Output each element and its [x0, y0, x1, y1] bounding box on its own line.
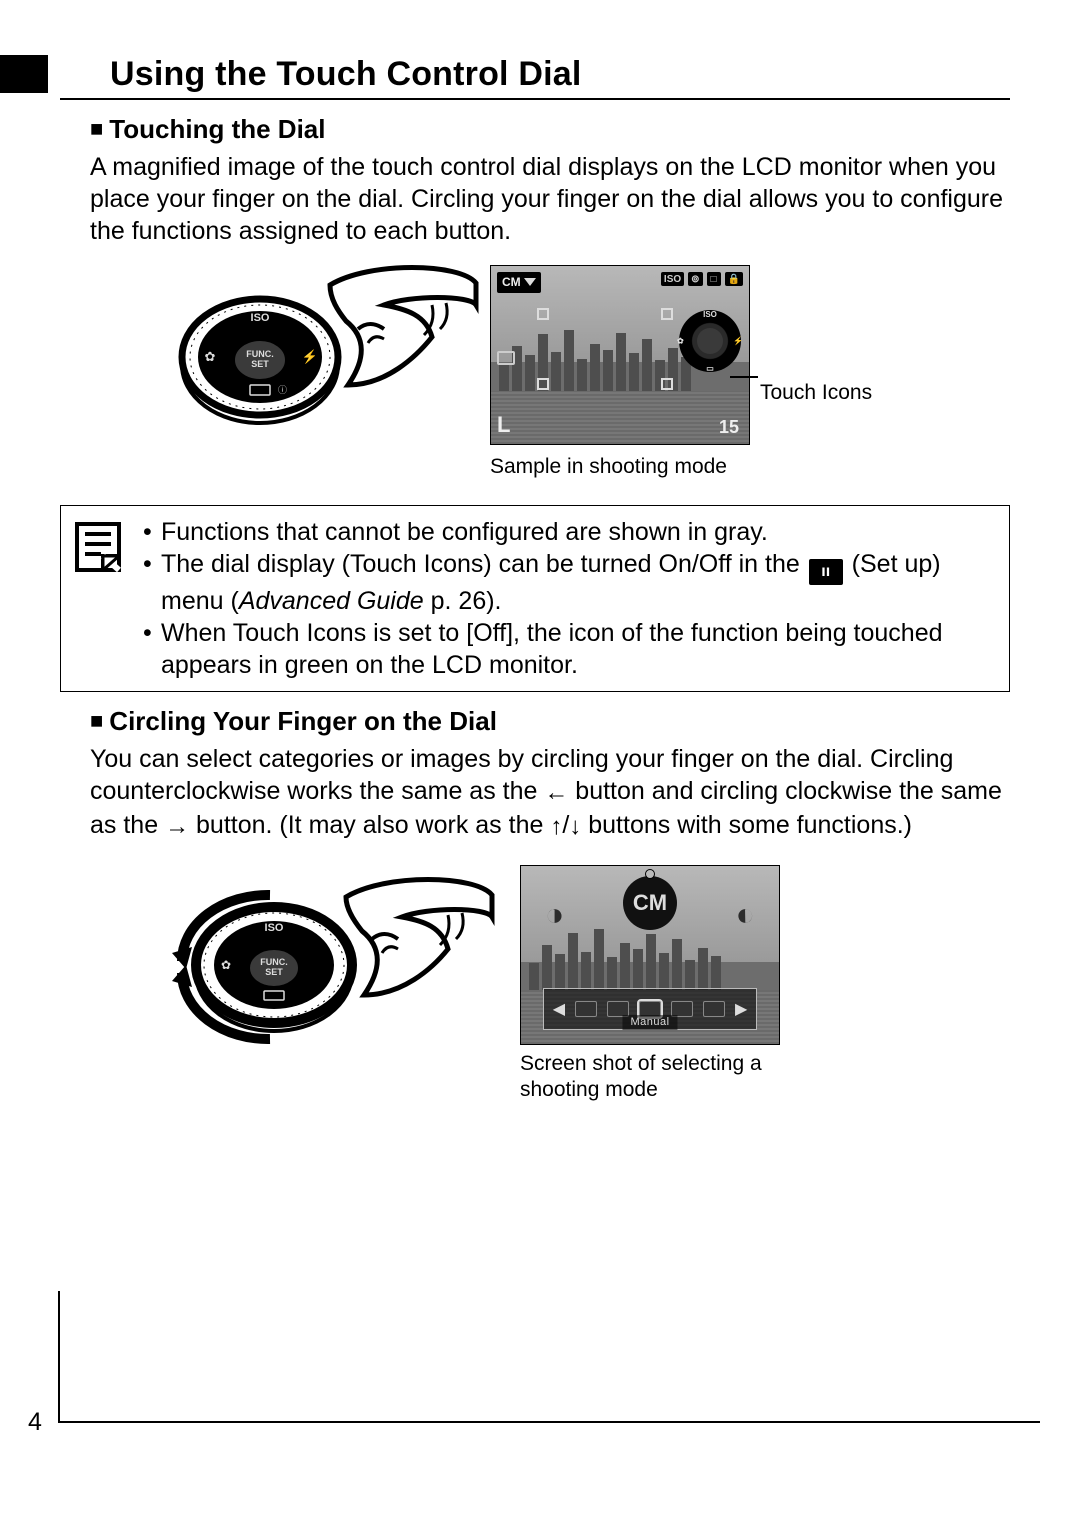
section-heading-text: Circling Your Finger on the Dial — [109, 706, 497, 736]
info-bullet-1: Functions that cannot be configured are … — [161, 516, 995, 548]
lcd-touch-dial-overlay: ISO ✿ ⚡ ▭ — [679, 310, 741, 372]
dropdown-triangle-icon — [524, 278, 536, 286]
status-lock-icon: 🔒 — [725, 272, 743, 286]
status-single-icon: □ — [707, 272, 721, 286]
faded-mode-left: ◑ — [545, 896, 564, 933]
lcd-status-bar: ISO ⊚ □ 🔒 — [661, 272, 743, 286]
arrow-right-icon: → — [165, 812, 189, 843]
strip-left-arrow-icon: ◀ — [553, 999, 565, 1019]
info-bullet-3: When Touch Icons is set to [Off], the ic… — [161, 617, 995, 681]
lcd-mode-text: CM — [502, 275, 521, 289]
arrow-left-icon: ← — [544, 778, 568, 809]
info-bullet-2: The dial display (Touch Icons) can be tu… — [161, 548, 995, 617]
status-meter-icon: ⊚ — [688, 272, 702, 286]
circling-body: You can select categories or images by c… — [90, 743, 1010, 842]
page-number: 4 — [28, 1408, 42, 1437]
mode-thumb-icon — [575, 1001, 597, 1017]
lcd-big-mode-badge: CM — [623, 876, 677, 930]
lcd-shots-label: 15 — [719, 417, 739, 438]
lcd-sample-circling: ◑ ◐ CM ◀ ▶ Manual — [520, 865, 780, 1045]
svg-text:✿: ✿ — [221, 958, 231, 972]
mode-thumb-icon — [703, 1001, 725, 1017]
svg-text:⚡: ⚡ — [302, 349, 318, 365]
faded-mode-right: ◐ — [736, 896, 755, 933]
lcd-city-silhouette — [521, 926, 779, 990]
dial-set-label: SET — [265, 967, 283, 977]
screenshot-caption: Screen shot of selecting a shooting mode — [520, 1051, 790, 1104]
dial-circling-illustration: FUNC. SET ISO ✿ — [166, 865, 496, 1050]
leader-line — [730, 376, 758, 378]
dial-func-label: FUNC. — [246, 349, 274, 359]
dial-iso-label: ISO — [251, 312, 270, 324]
section-heading-touching: ■Touching the Dial — [90, 114, 1010, 145]
arrow-down-icon: ↓ — [569, 812, 581, 843]
touch-icons-callout: Touch Icons — [760, 381, 872, 405]
lcd-sample-touching: CM ISO ⊚ □ 🔒 ISO ✿ ⚡ ▭ L 15 — [490, 265, 750, 445]
lcd-aspect-icon — [497, 351, 515, 365]
setup-menu-icon: ıı — [809, 559, 843, 585]
lcd-mode-badge: CM — [497, 272, 541, 293]
touching-body: A magnified image of the touch control d… — [90, 151, 1010, 247]
figure-row-touching: FUNC. SET ISO ✿ ⚡ ⓘ — [60, 265, 1010, 505]
dial-set-label: SET — [251, 359, 269, 369]
touch-dial-right: ⚡ — [733, 337, 743, 346]
info-box: •Functions that cannot be configured are… — [60, 505, 1010, 692]
footer-tick — [58, 1291, 60, 1423]
touch-dial-top: ISO — [703, 310, 717, 319]
svg-text:ⓘ: ⓘ — [278, 385, 287, 395]
note-icon — [75, 522, 121, 572]
square-bullet-icon: ■ — [90, 708, 103, 733]
info-bullets: •Functions that cannot be configured are… — [143, 516, 995, 681]
dial-iso-label: ISO — [265, 922, 284, 934]
manual-page: Using the Touch Control Dial ■Touching t… — [0, 0, 1080, 1521]
status-iso-icon: ISO — [661, 272, 684, 286]
square-bullet-icon: ■ — [90, 116, 103, 141]
strip-right-arrow-icon: ▶ — [735, 999, 747, 1019]
page-title: Using the Touch Control Dial — [110, 55, 1010, 94]
touch-dial-left: ✿ — [677, 337, 684, 346]
touch-dial-bottom: ▭ — [706, 364, 714, 373]
sample-caption: Sample in shooting mode — [490, 455, 727, 479]
footer-rule — [60, 1421, 1040, 1423]
title-rule — [60, 98, 1010, 100]
arrow-up-icon: ↑ — [550, 812, 562, 843]
lcd-size-label: L — [497, 412, 510, 438]
mode-indicator-dot — [645, 869, 655, 879]
dial-func-label: FUNC. — [260, 957, 288, 967]
section-heading-circling: ■Circling Your Finger on the Dial — [90, 706, 1010, 737]
mode-label: Manual — [622, 1015, 677, 1030]
svg-text:✿: ✿ — [205, 349, 216, 364]
figure-row-circling: FUNC. SET ISO ✿ ◑ ◐ — [60, 865, 1010, 1115]
section-tab — [0, 55, 48, 93]
section-heading-text: Touching the Dial — [109, 114, 325, 144]
dial-finger-illustration: FUNC. SET ISO ✿ ⚡ ⓘ — [170, 265, 480, 440]
